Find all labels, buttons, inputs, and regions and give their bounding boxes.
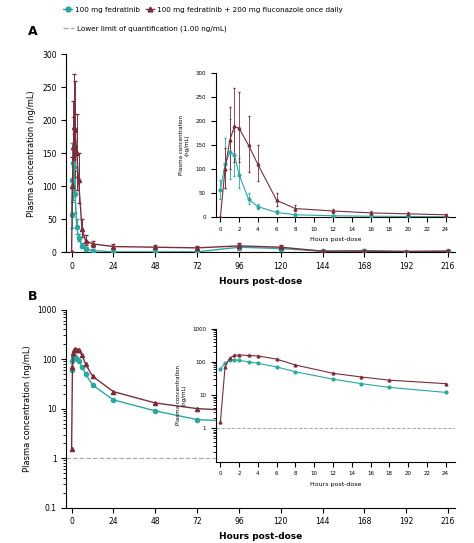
X-axis label: Hours post-dose: Hours post-dose <box>310 237 361 243</box>
Y-axis label: Plasma concentration
(ng/mL): Plasma concentration (ng/mL) <box>179 115 190 175</box>
Y-axis label: Plasma concentration (ng/mL): Plasma concentration (ng/mL) <box>27 90 36 217</box>
Y-axis label: Plasma concentration
(ng/mL): Plasma concentration (ng/mL) <box>175 365 186 425</box>
Text: A: A <box>27 24 37 37</box>
Y-axis label: Plasma concentration (ng/mL): Plasma concentration (ng/mL) <box>23 345 32 472</box>
Legend: Lower limit of quantification (1.00 ng/mL): Lower limit of quantification (1.00 ng/m… <box>61 23 229 35</box>
Text: B: B <box>27 290 37 302</box>
X-axis label: Hours post-dose: Hours post-dose <box>219 277 302 286</box>
Legend: 100 mg fedratinib, 100 mg fedratinib + 200 mg fluconazole once daily: 100 mg fedratinib, 100 mg fedratinib + 2… <box>61 4 346 15</box>
X-axis label: Hours post-dose: Hours post-dose <box>310 482 361 487</box>
X-axis label: Hours post-dose: Hours post-dose <box>219 532 302 541</box>
